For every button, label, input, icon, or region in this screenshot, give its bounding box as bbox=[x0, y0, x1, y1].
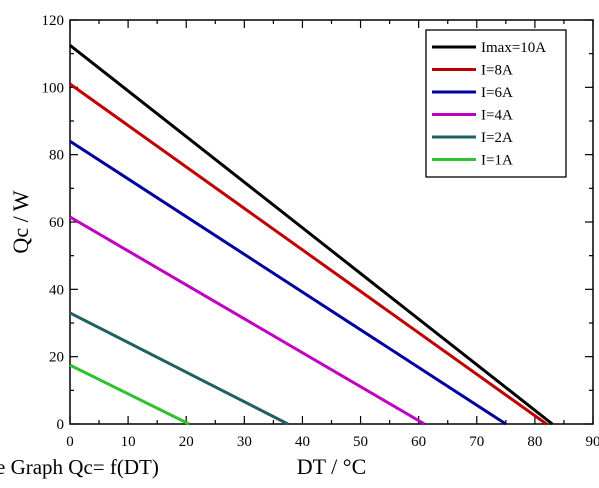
x-tick-label: 80 bbox=[527, 434, 542, 450]
y-tick-label: 80 bbox=[49, 148, 64, 164]
legend-label-5: I=2A bbox=[481, 130, 513, 146]
series-line-3 bbox=[69, 139, 507, 426]
series-layer bbox=[69, 44, 554, 426]
x-axis-title: DT / °C bbox=[297, 454, 367, 479]
x-tick-label: 20 bbox=[179, 434, 194, 450]
y-tick-label: 60 bbox=[49, 215, 64, 231]
y-axis-title: Qc / W bbox=[8, 190, 33, 253]
x-tick-label: 60 bbox=[411, 434, 426, 450]
y-tick-label: 20 bbox=[49, 350, 64, 366]
series-line-1 bbox=[69, 44, 554, 426]
series-line-2 bbox=[69, 82, 548, 426]
x-tick-label: 40 bbox=[295, 434, 310, 450]
x-tick-label: 10 bbox=[121, 434, 136, 450]
series-line-6 bbox=[69, 363, 190, 426]
legend-box bbox=[425, 29, 567, 178]
x-tick-label: 90 bbox=[586, 434, 599, 450]
legend-label-4: I=4A bbox=[481, 108, 513, 124]
axes: 0 10 20 30 40 50 60 70 80 90 0 20 40 60 80 100 120 bbox=[42, 13, 599, 450]
series-line-5 bbox=[69, 311, 289, 426]
legend-label-3: I=6A bbox=[481, 85, 513, 101]
legend: Imax=10A I=8A I=6A I=4A I=2A I=1A bbox=[425, 29, 567, 178]
series-line-4 bbox=[69, 215, 426, 426]
x-tick-label: 70 bbox=[469, 434, 484, 450]
legend-label-6: I=1A bbox=[481, 153, 513, 169]
y-tick-label: 100 bbox=[42, 80, 65, 96]
x-tick-label: 30 bbox=[237, 434, 252, 450]
y-tick-label: 40 bbox=[49, 282, 64, 298]
x-tick-label: 50 bbox=[353, 434, 368, 450]
y-tick-label: 0 bbox=[57, 417, 65, 433]
figure-caption: e Graph Qc= f(DT) bbox=[0, 455, 159, 479]
legend-label-2: I=8A bbox=[481, 63, 513, 79]
x-tick-label: 0 bbox=[66, 434, 74, 450]
y-tick-label: 120 bbox=[42, 13, 65, 29]
legend-label-1: Imax=10A bbox=[481, 40, 546, 56]
